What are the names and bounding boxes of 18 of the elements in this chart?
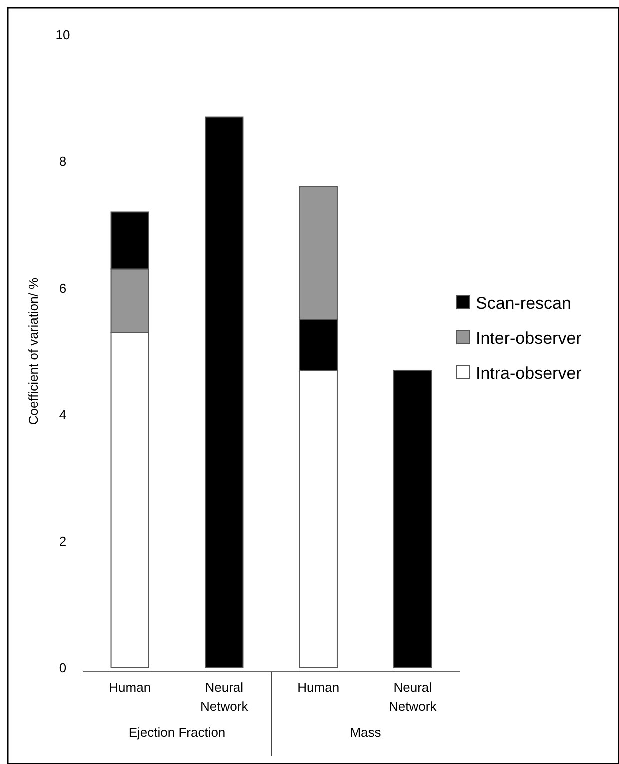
y-tick-label: 8 [59,154,67,170]
y-tick-label: 10 [56,28,70,43]
legend-label: Inter-observer [476,328,582,348]
y-axis-title: Coefficient of variation/ % [26,277,41,426]
text: Mass [350,725,382,740]
legend-label: Intra-observer [476,364,582,383]
x-tick-label: Neural Network [200,680,249,714]
y-tick-label: 6 [59,280,67,296]
bar [394,370,432,668]
x-tick-label: Human [109,680,152,695]
bar [205,116,244,668]
legend-label: Scan-rescan [476,294,572,313]
y-tick-label: 0 [59,660,67,676]
text: Ejection Fraction [128,725,226,740]
x-tick-label: Neural Network [389,680,438,714]
x-tick-label: Human [298,680,340,695]
y-tick-label: 4 [59,407,67,422]
y-tick-label: 2 [59,534,67,549]
